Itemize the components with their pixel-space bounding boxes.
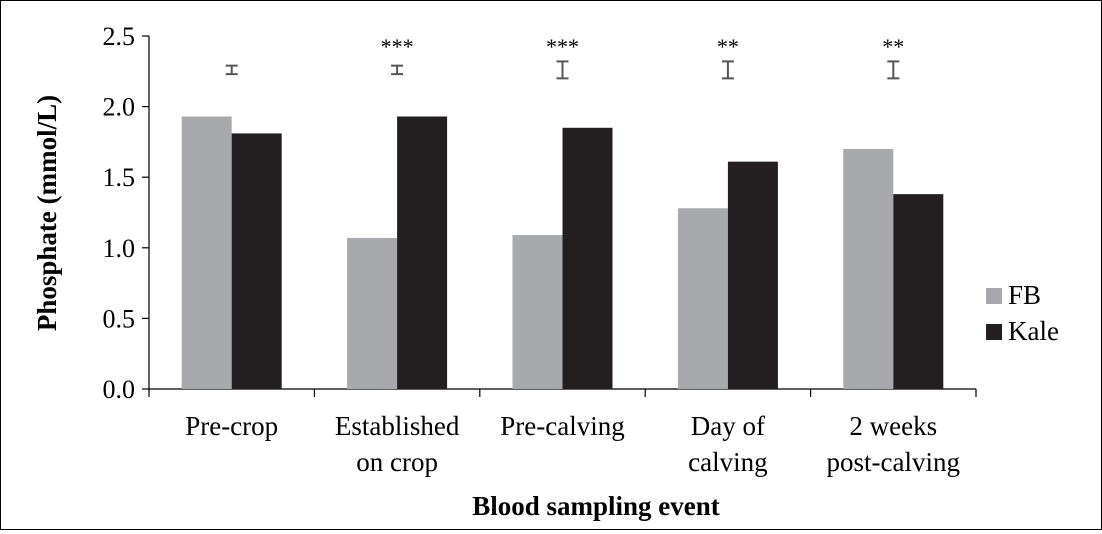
category-label: 2 weeks (849, 411, 937, 441)
legend-swatch-fb (986, 288, 1002, 304)
bar-fb-1 (181, 116, 232, 389)
bar-kale-4 (727, 161, 778, 389)
y-tick-label: 0.5 (103, 304, 136, 333)
y-tick-label: 2.0 (103, 93, 136, 122)
bar-kale-5 (893, 194, 944, 389)
category-label: Pre-calving (500, 411, 624, 441)
category-label: on crop (356, 447, 438, 477)
error-bar (721, 60, 734, 80)
significance-marker: ** (882, 34, 904, 59)
legend-swatch-kale (986, 324, 1002, 340)
y-axis-label: Phosphate (mmol/L) (32, 95, 62, 331)
significance-marker: ** (717, 34, 739, 59)
bar-kale-1 (231, 133, 282, 389)
significance-markers: *** *** ** ** (381, 34, 905, 59)
error-bars (225, 60, 900, 80)
category-labels: Pre-crop Established on crop Pre-calving Day… (185, 411, 960, 477)
bar-kale-3 (562, 127, 613, 389)
legend-label-kale: Kale (1008, 316, 1059, 346)
y-tick-label: 1.5 (103, 163, 136, 192)
category-label: Established (335, 411, 460, 441)
category-label: calving (688, 447, 767, 477)
y-tick-label: 1.0 (103, 234, 136, 263)
error-bar (391, 64, 404, 76)
category-label: post-calving (827, 447, 960, 477)
significance-marker: *** (381, 34, 414, 59)
legend-label-fb: FB (1008, 280, 1041, 310)
y-tick-label: 2.5 (103, 22, 136, 51)
x-ticks (148, 389, 977, 397)
legend: FB Kale (986, 280, 1059, 346)
y-tick-label: 0.0 (103, 375, 136, 404)
y-ticks: 0.0 0.5 1.0 1.5 2.0 2.5 (103, 22, 149, 404)
significance-marker: *** (546, 34, 579, 59)
bar-fb-4 (677, 208, 728, 389)
error-bar (556, 60, 569, 80)
bar-fb-5 (843, 148, 894, 389)
bars (181, 116, 944, 389)
bar-fb-2 (347, 237, 398, 389)
error-bar (225, 64, 238, 76)
x-axis-label: Blood sampling event (472, 491, 720, 521)
category-label: Day of (691, 411, 765, 441)
bar-kale-2 (397, 116, 448, 389)
bar-fb-3 (512, 235, 563, 389)
error-bar (887, 60, 900, 80)
category-label: Pre-crop (185, 411, 278, 441)
